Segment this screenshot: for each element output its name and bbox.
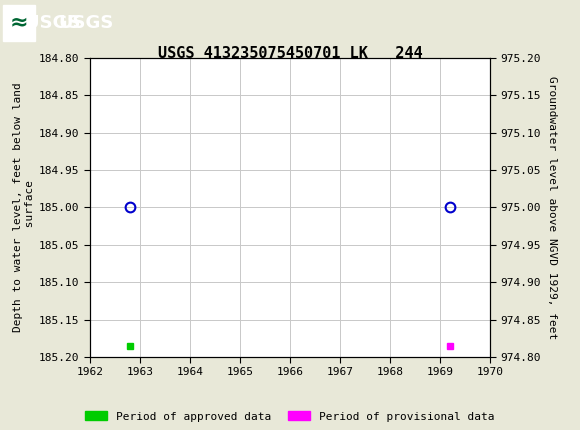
Legend: Period of approved data, Period of provisional data: Period of approved data, Period of provi… (85, 411, 495, 421)
Y-axis label: Depth to water level, feet below land
 surface: Depth to water level, feet below land su… (13, 83, 35, 332)
Text: ≈: ≈ (10, 12, 28, 33)
Y-axis label: Groundwater level above NGVD 1929, feet: Groundwater level above NGVD 1929, feet (546, 76, 557, 339)
Text: USGS: USGS (58, 14, 113, 31)
Text: ≡USGS: ≡USGS (10, 14, 81, 31)
FancyBboxPatch shape (3, 4, 35, 41)
Text: USGS 413235075450701 LK   244: USGS 413235075450701 LK 244 (158, 46, 422, 61)
